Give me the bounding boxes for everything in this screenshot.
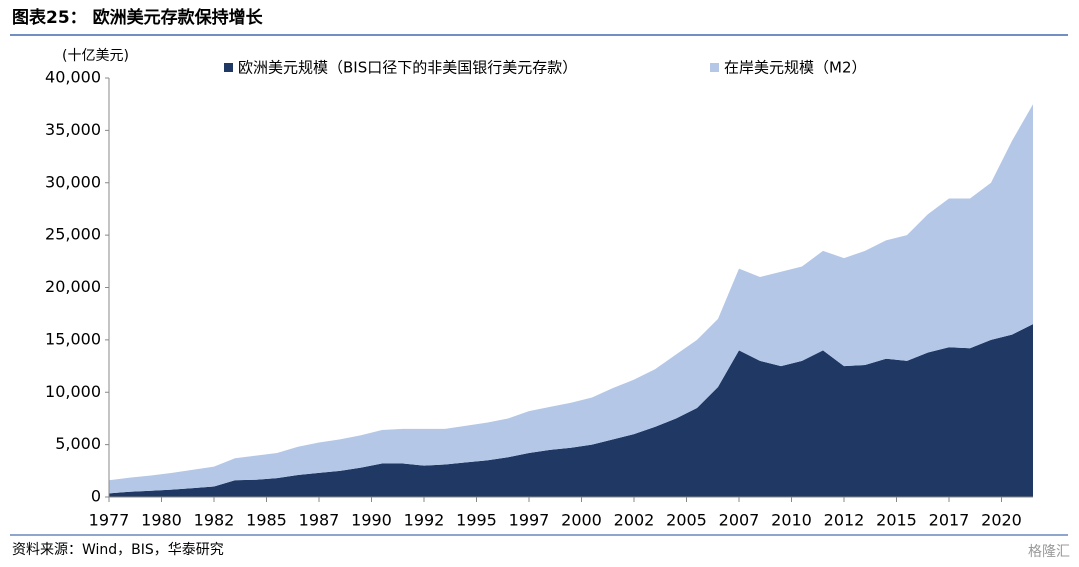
x-tick-label: 2012 (824, 511, 865, 530)
x-tick-label: 1985 (246, 511, 287, 530)
watermark: 格隆汇 (1028, 544, 1070, 560)
y-tick-label: 30,000 (45, 172, 101, 191)
y-tick-label: 20,000 (45, 277, 101, 296)
x-tick-label: 2007 (719, 511, 760, 530)
legend-swatch (224, 63, 233, 72)
x-tick-label: 2015 (876, 511, 917, 530)
x-tick-label: 2017 (929, 511, 970, 530)
area (109, 104, 1033, 494)
x-tick-label: 1995 (456, 511, 497, 530)
x-tick-label: 2020 (981, 511, 1022, 530)
y-axis-label: (十亿美元) (62, 48, 129, 64)
x-tick-label: 1992 (404, 511, 445, 530)
x-tick-label: 1987 (299, 511, 340, 530)
x-tick-label: 1977 (89, 511, 130, 530)
y-tick-label: 35,000 (45, 120, 101, 139)
x-tick-label: 1982 (194, 511, 235, 530)
x-tick-label: 1980 (141, 511, 182, 530)
x-tick-label: 2002 (614, 511, 655, 530)
area (109, 324, 1033, 497)
x-tick-label: 1997 (509, 511, 550, 530)
y-tick-label: 5,000 (55, 434, 101, 453)
y-tick-label: 15,000 (45, 329, 101, 348)
x-tick-label: 2005 (666, 511, 707, 530)
y-tick-label: 25,000 (45, 225, 101, 244)
legend-swatch (710, 63, 719, 72)
legend-label: 在岸美元规模（M2） (724, 59, 867, 77)
x-tick-label: 2000 (561, 511, 602, 530)
y-tick-label: 40,000 (45, 68, 101, 87)
source: 资料来源：Wind，BIS，华泰研究 (12, 542, 224, 558)
x-tick-label: 1990 (351, 511, 392, 530)
y-tick-label: 10,000 (45, 382, 101, 401)
y-tick-label: 0 (91, 487, 101, 506)
legend-label: 欧洲美元规模（BIS口径下的非美国银行美元存款） (238, 59, 577, 77)
chart-title: 图表25： 欧洲美元存款保持增长 (12, 7, 264, 28)
x-tick-label: 2010 (771, 511, 812, 530)
